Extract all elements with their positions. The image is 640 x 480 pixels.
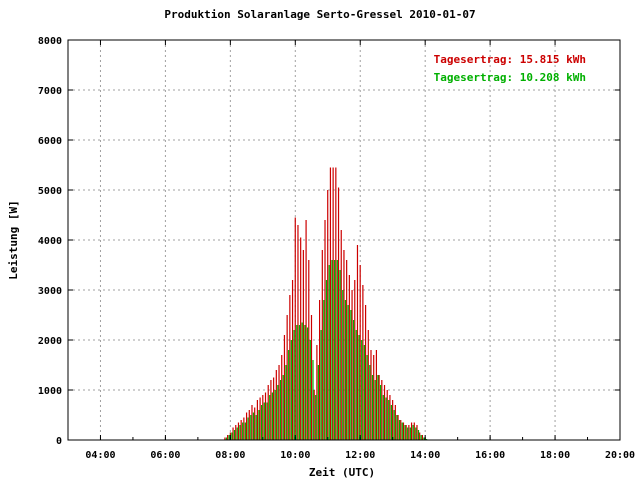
y-tick-label: 6000	[38, 136, 62, 147]
x-tick-label: 12:00	[345, 450, 375, 461]
y-tick-label: 2000	[38, 336, 62, 347]
x-tick-label: 06:00	[150, 450, 180, 461]
x-tick-label: 04:00	[85, 450, 115, 461]
y-tick-label: 5000	[38, 186, 62, 197]
legend-entry-green: Tagesertrag: 10.208 kWh	[434, 71, 586, 84]
y-axis-label: Leistung [W]	[7, 200, 20, 279]
x-tick-label: 10:00	[280, 450, 310, 461]
y-tick-label: 0	[56, 436, 62, 447]
x-axis-label: Zeit (UTC)	[309, 466, 375, 479]
y-tick-label: 7000	[38, 86, 62, 97]
x-tick-label: 20:00	[605, 450, 635, 461]
bar-series	[224, 167, 428, 440]
x-tick-label: 18:00	[540, 450, 570, 461]
x-tick-label: 14:00	[410, 450, 440, 461]
axis-ticks: 0 1000 2000 3000 4000 5000 6000 7000 8000 04:00 06…	[38, 36, 635, 461]
x-tick-label: 08:00	[215, 450, 245, 461]
legend-entry-red: Tagesertrag: 15.815 kWh	[434, 53, 586, 66]
y-tick-label: 3000	[38, 286, 62, 297]
chart-title: Produktion Solaranlage Serto-Gressel 201…	[164, 8, 476, 21]
y-tick-label: 4000	[38, 236, 62, 247]
x-tick-label: 16:00	[475, 450, 505, 461]
y-tick-label: 8000	[38, 36, 62, 47]
y-tick-label: 1000	[38, 386, 62, 397]
